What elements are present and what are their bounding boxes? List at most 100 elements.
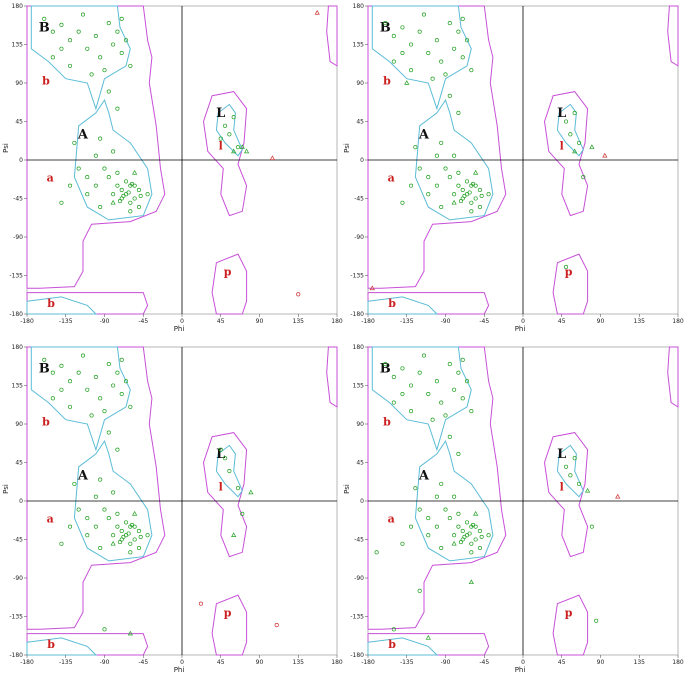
- data-point: [274, 623, 279, 628]
- region-label-l: l: [560, 140, 564, 153]
- y-tick-label: -180: [350, 311, 364, 318]
- x-tick-label: 45: [217, 659, 225, 666]
- data-point: [456, 524, 461, 529]
- data-point: [426, 516, 431, 521]
- region-label-b-bottom: b: [388, 638, 396, 651]
- data-point: [76, 507, 81, 512]
- data-point: [417, 29, 422, 34]
- region-label-b-bottom: b: [47, 297, 55, 310]
- data-point: [426, 51, 431, 56]
- data-point: [426, 175, 431, 180]
- region-label-A: A: [418, 469, 430, 484]
- x-tick-label: 135: [634, 318, 646, 325]
- data-point: [439, 546, 444, 551]
- data-point: [85, 46, 90, 51]
- data-point-triangle: [369, 285, 375, 291]
- data-point: [400, 541, 405, 546]
- data-point: [50, 29, 55, 34]
- data-point: [409, 68, 414, 73]
- allowed-region-contour: [667, 5, 679, 67]
- data-point: [469, 68, 474, 73]
- data-point: [93, 374, 98, 379]
- data-point: [223, 456, 228, 461]
- allowed-region-contour: [552, 253, 589, 315]
- data-point: [439, 481, 444, 486]
- data-point: [93, 153, 98, 158]
- data-point: [456, 183, 461, 188]
- data-point: [456, 170, 461, 175]
- data-point: [430, 76, 435, 81]
- data-point: [471, 522, 476, 528]
- data-point: [477, 205, 482, 210]
- x-axis-label: Phi: [515, 666, 526, 674]
- data-point: [130, 181, 135, 187]
- data-point: [434, 494, 439, 499]
- core-region-contour: [367, 637, 439, 656]
- data-point: [117, 540, 123, 545]
- data-point: [458, 199, 464, 204]
- data-point: [115, 511, 120, 516]
- data-point: [434, 38, 439, 43]
- region-label-A: A: [77, 469, 89, 484]
- data-point: [68, 379, 73, 384]
- y-tick-label: 180: [353, 344, 365, 351]
- y-axis-label: Psi: [2, 143, 10, 153]
- data-point: [98, 205, 103, 210]
- data-point: [471, 181, 476, 187]
- data-point: [464, 379, 470, 384]
- region-label-p: p: [224, 607, 232, 620]
- data-point: [119, 528, 124, 533]
- data-point: [383, 21, 388, 26]
- data-point: [98, 477, 103, 482]
- data-point: [469, 209, 474, 214]
- region-label-A: A: [418, 128, 430, 143]
- x-tick-label: -90: [441, 318, 451, 325]
- core-region-contour: [371, 346, 472, 452]
- data-point: [136, 187, 141, 192]
- data-point: [80, 353, 86, 358]
- data-point-triangle: [132, 169, 138, 175]
- data-point: [121, 534, 126, 539]
- region-label-l: l: [219, 140, 223, 153]
- data-point: [123, 179, 129, 184]
- data-point: [128, 404, 133, 409]
- data-point-triangle: [239, 144, 245, 149]
- allowed-region-contour: [667, 346, 679, 408]
- allowed-region-contour: [26, 5, 166, 289]
- region-label-p: p: [565, 607, 573, 620]
- data-point: [430, 417, 435, 422]
- data-point: [68, 183, 73, 188]
- data-point: [111, 383, 116, 388]
- data-point: [479, 534, 484, 539]
- x-tick-label: 180: [672, 659, 684, 666]
- data-point: [102, 627, 107, 632]
- data-point: [417, 588, 422, 593]
- data-point: [456, 29, 461, 34]
- data-point: [589, 524, 594, 529]
- region-label-p: p: [565, 266, 573, 279]
- y-tick-label: -90: [13, 575, 23, 582]
- region-label-b-bottom: b: [388, 297, 396, 310]
- region-label-B: B: [39, 21, 50, 36]
- x-tick-label: -90: [441, 659, 451, 666]
- region-label-A: A: [77, 128, 89, 143]
- data-point: [111, 192, 116, 197]
- y-tick-label: 45: [15, 119, 23, 126]
- data-point: [443, 507, 448, 512]
- data-point-triangle: [584, 487, 591, 493]
- data-point: [68, 404, 73, 409]
- data-point: [98, 396, 103, 401]
- data-point: [434, 379, 439, 384]
- data-point: [138, 193, 143, 198]
- data-point: [218, 447, 223, 452]
- data-point: [42, 357, 47, 362]
- x-tick-label: -45: [479, 659, 489, 666]
- data-point: [117, 199, 123, 204]
- region-label-l: l: [219, 481, 223, 494]
- x-tick-label: 45: [558, 659, 566, 666]
- y-tick-label: -135: [350, 614, 364, 621]
- core-region-contour: [73, 439, 153, 562]
- data-point: [391, 627, 396, 632]
- data-point: [421, 12, 427, 17]
